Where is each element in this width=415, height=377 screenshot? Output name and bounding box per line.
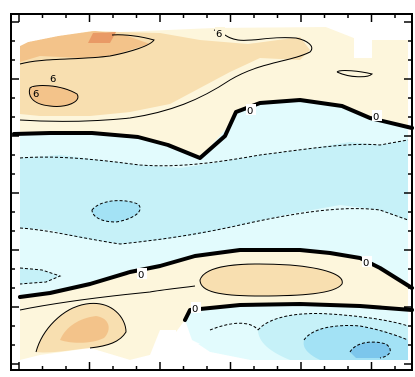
filled-contours [20,27,408,360]
contour-positive-line [19,29,313,122]
contour-labels: 6 6 6 0 0 0 0 0 [32,27,382,315]
contour-positive-line [19,34,155,65]
negative-contour-lines [19,139,409,359]
fill-positive-bottom-blob [200,263,343,296]
plot-frame [10,13,413,371]
zero-contour-bottom [183,302,414,322]
contour-label-0: 0 [192,304,198,315]
contour-label-6: 6 [216,29,222,40]
fill-positive-small-right [337,70,372,77]
fill-negative-bottom-peak [350,342,391,358]
contour-positive-line [199,263,343,297]
contour-negative-line [349,341,391,359]
contour-label-6: 6 [33,89,39,100]
contour-negative-line [91,200,141,223]
axis-ticks [11,14,412,370]
missing-data-mask [20,22,408,368]
mask-top-right [326,22,408,58]
contour-positive-line [19,285,196,311]
contour-label-6: 6 [50,74,56,85]
contour-negative-line [19,208,409,245]
mask-bottom-center [90,330,260,368]
contour-positive-line [336,70,373,78]
contour-positive-line [35,302,127,353]
contour-negative-line [257,313,409,331]
fill-positive-top-strong [20,31,150,62]
contour-negative-line [19,139,409,167]
contour-label-0: 0 [138,270,144,281]
axes [10,13,413,371]
contour-negative-line [19,267,62,285]
contour-positive-line [28,85,79,107]
contour-label-0: 0 [373,112,379,123]
zero-contour-upper [12,98,414,160]
fill-negative-inner [92,200,141,222]
contour-label-0: 0 [363,258,369,269]
fill-positive-bottom-left-inner [60,316,109,343]
fill-positive-top-peak [88,32,116,43]
contour-negative-line [209,322,259,331]
mask-top-left [20,22,92,46]
contour-label-0: 0 [247,106,253,117]
